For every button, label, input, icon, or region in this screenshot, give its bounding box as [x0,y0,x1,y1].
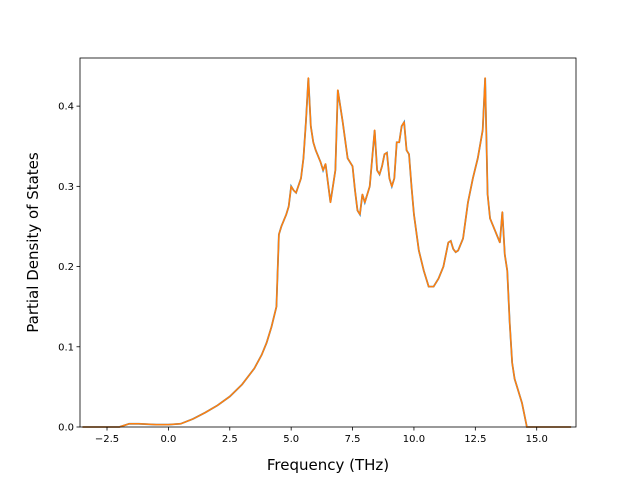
x-axis-ticks: −2.5 0.0 2.5 5.0 7.5 10.0 12.5 15.0 [95,427,548,445]
x-tick-label: 0.0 [160,434,176,445]
series-line-underlay [82,77,572,428]
y-axis-ticks: 0.0 0.1 0.2 0.3 0.4 [58,102,80,434]
x-tick-label: 7.5 [345,434,361,445]
plot-area [82,77,572,428]
x-tick-label: 5.0 [283,434,299,445]
x-tick-label: 15.0 [526,434,548,445]
y-tick-label: 0.1 [58,342,74,353]
x-tick-label: 2.5 [222,434,238,445]
x-tick-label: 10.0 [403,434,425,445]
y-tick-label: 0.4 [58,102,74,113]
x-axis-title: Frequency (THz) [267,456,389,474]
y-tick-label: 0.3 [58,182,74,193]
x-tick-label: 12.5 [464,434,486,445]
x-tick-label: −2.5 [95,434,119,445]
axes-frame [79,57,577,428]
y-tick-label: 0.0 [58,423,74,434]
y-axis-title: Partial Density of States [24,152,42,333]
y-tick-label: 0.2 [58,262,74,273]
series-line [82,77,572,428]
